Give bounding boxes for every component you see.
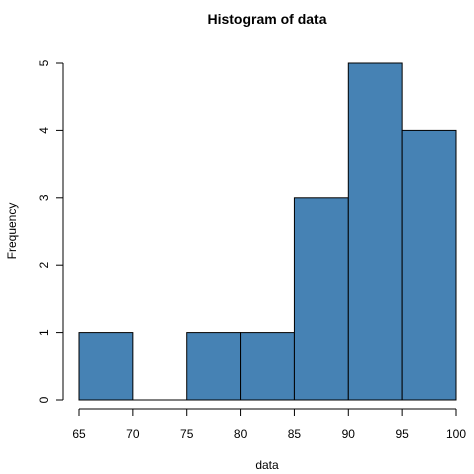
x-tick-label: 90 — [342, 427, 356, 441]
chart-title: Histogram of data — [207, 11, 326, 27]
bars-group — [78, 62, 457, 401]
y-axis: 0 1 2 3 4 5 — [37, 59, 64, 403]
x-tick-label: 70 — [126, 427, 140, 441]
y-tick-label: 2 — [37, 262, 51, 269]
x-tick-label: 95 — [395, 427, 409, 441]
x-axis-label: data — [255, 458, 279, 472]
x-tick-label: 75 — [180, 427, 194, 441]
y-tick-label: 0 — [37, 396, 51, 403]
histogram-bar — [347, 62, 403, 401]
y-axis-label: Frequency — [5, 203, 19, 260]
x-axis: 65 70 75 80 85 90 95 100 — [72, 408, 466, 441]
x-tick-label: 80 — [234, 427, 248, 441]
histogram-bar — [78, 332, 134, 401]
x-tick-label: 100 — [446, 427, 466, 441]
histogram-bar — [401, 129, 457, 401]
y-tick-label: 1 — [37, 329, 51, 336]
y-tick-label: 4 — [37, 127, 51, 134]
y-tick-label: 3 — [37, 194, 51, 201]
x-tick-label: 85 — [288, 427, 302, 441]
y-tick-label: 5 — [37, 59, 51, 66]
histogram-bar — [186, 332, 242, 401]
x-tick-label: 65 — [72, 427, 86, 441]
histogram-bar — [293, 197, 349, 401]
histogram-bar — [240, 332, 295, 401]
